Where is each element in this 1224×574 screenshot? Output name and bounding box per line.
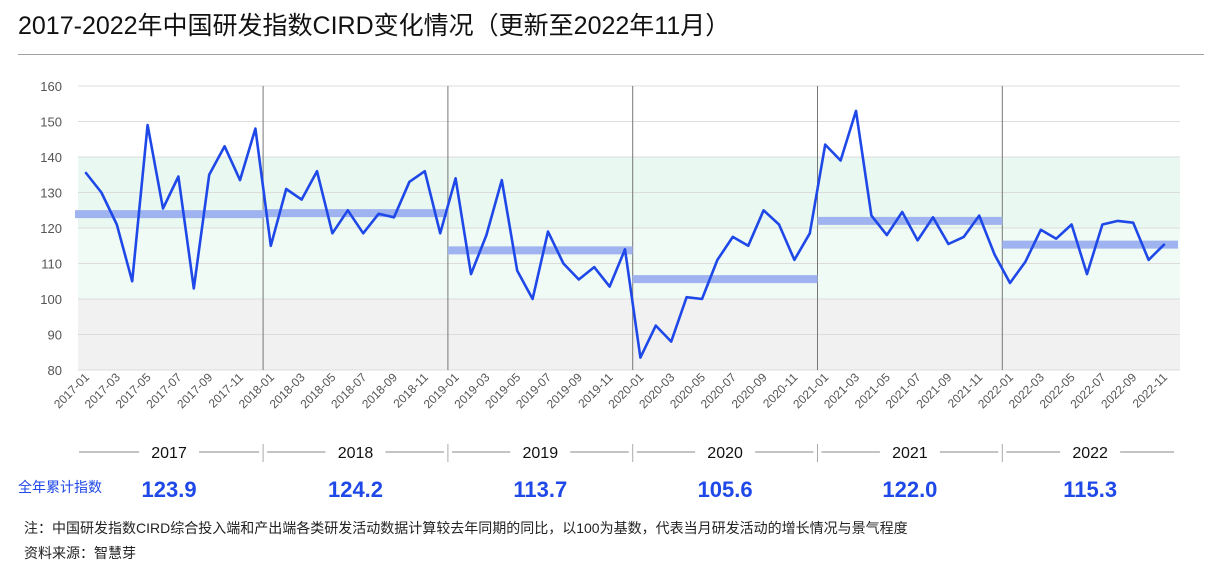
y-tick-label: 80 xyxy=(48,363,62,378)
year-label: 2019 xyxy=(523,445,559,462)
cird-series-line xyxy=(84,109,1166,359)
y-tick-label: 150 xyxy=(40,115,62,130)
year-label: 2018 xyxy=(338,445,374,462)
annual-index-value: 105.6 xyxy=(698,477,753,502)
annual-index-value: 123.9 xyxy=(142,477,197,502)
y-tick-label: 130 xyxy=(40,186,62,201)
x-tick-label: 2022-11 xyxy=(1130,370,1171,411)
y-tick-label: 160 xyxy=(40,79,62,94)
y-tick-label: 90 xyxy=(48,328,62,343)
year-label: 2021 xyxy=(892,445,928,462)
annual-index-value: 115.3 xyxy=(1063,477,1117,502)
y-tick-label: 110 xyxy=(41,257,62,272)
title-divider xyxy=(18,54,1204,55)
cumulative-index-label: 全年累计指数 xyxy=(18,479,102,495)
source-note: 资料来源：智慧芽 xyxy=(24,545,136,561)
y-tick-label: 100 xyxy=(40,292,62,307)
year-label: 2020 xyxy=(707,445,743,462)
y-tick-label: 140 xyxy=(40,150,62,165)
y-tick-label: 120 xyxy=(40,221,62,236)
year-label: 2017 xyxy=(151,445,187,462)
annual-index-value: 113.7 xyxy=(513,477,567,502)
year-label: 2022 xyxy=(1072,445,1108,462)
chart-title: 2017-2022年中国研发指数CIRD变化情况（更新至2022年11月） xyxy=(18,12,731,40)
annual-index-value: 122.0 xyxy=(882,477,937,502)
annual-index-value: 124.2 xyxy=(328,477,383,502)
footnote: 注：中国研发指数CIRD综合投入端和产出端各类研发活动数据计算较去年同期的同比，… xyxy=(24,520,908,536)
